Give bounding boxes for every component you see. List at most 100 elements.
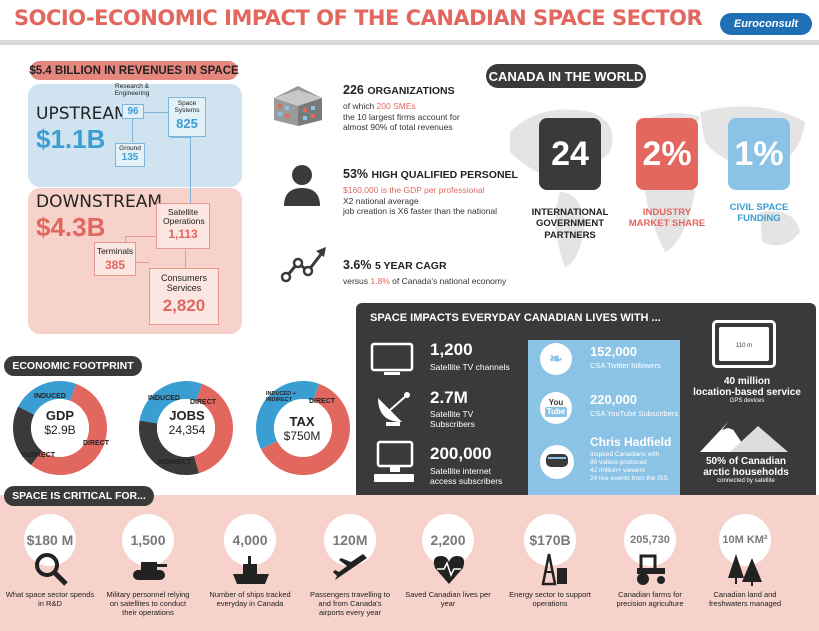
orgs-line1: of which 200 SMEs xyxy=(343,101,460,112)
gps-subtext: GPS devices xyxy=(729,398,765,404)
tv-text: Satellite TV channels xyxy=(430,362,510,372)
ground-box: Ground 135 xyxy=(115,143,145,167)
critical-item-7: 205,730 Canadian farms for precision agri… xyxy=(605,512,695,630)
gps-device-icon: 110 m xyxy=(712,320,776,368)
critical-item-2: 1,500 Military personnel relying on satel… xyxy=(103,512,193,630)
orgs-l1a: of which xyxy=(343,101,377,111)
satellite-ops-value: 1,113 xyxy=(168,226,198,241)
tv-icon xyxy=(370,342,414,375)
cagr-l1c: of Canada's national economy xyxy=(389,276,507,286)
tax-title: TAX xyxy=(289,414,315,429)
world-stat-label-3: CIVIL SPACE FUNDING xyxy=(729,202,789,225)
cagr-number: 3.6% xyxy=(343,258,372,272)
computer-icon xyxy=(374,440,414,482)
ground-value: 135 xyxy=(121,151,139,163)
critical-item-3: 4,000 Number of ships tracked everyday in… xyxy=(205,512,295,630)
hadfield-line2: 80 videos produced xyxy=(590,459,647,467)
cagr-title: 5 YEAR CAGR xyxy=(374,260,447,272)
gdp-label-a: INDUCED xyxy=(34,393,66,400)
hadfield-line1: Inspired Canadians with xyxy=(590,451,660,458)
donut-segment xyxy=(139,381,203,424)
satellite-ops-label: Satellite Operations xyxy=(163,207,205,227)
tank-icon xyxy=(131,552,167,586)
internet-text: Satellite internet access subscribers xyxy=(430,466,502,486)
terminals-box: Terminals 385 xyxy=(94,242,136,276)
personnel-line3: job creation is X6 faster than the natio… xyxy=(343,206,498,217)
donut-segment xyxy=(139,420,199,475)
hadfield-line3: 42 million+ viewers xyxy=(590,467,646,475)
tax-label-a: INDUCED + INDIRECT xyxy=(266,391,296,404)
magnifier-icon xyxy=(33,552,69,586)
critical-item-4: 120M Passengers travelling to and from Ca… xyxy=(305,512,395,630)
internet-line1: Satellite internet xyxy=(430,466,491,476)
arctic-subtext: connected by satellite xyxy=(717,478,775,484)
twitter-icon: ❧ xyxy=(540,343,572,375)
jobs-value: 24,354 xyxy=(168,423,206,437)
heart-icon xyxy=(431,552,467,586)
orgs-text: of which 200 SMEs the 10 largest firms a… xyxy=(343,101,460,133)
world-stat-value-3: 1% xyxy=(734,134,784,173)
internet-number: 200,000 xyxy=(430,444,492,463)
personnel-heading: 53% HIGH QUALIFIED PERSONEL xyxy=(343,167,518,181)
youtube-icon-tube: Tube xyxy=(544,407,568,417)
ship-icon xyxy=(233,552,269,586)
gps-number: 40 million xyxy=(723,376,771,387)
connector xyxy=(170,137,190,138)
donut-segment xyxy=(193,383,233,474)
youtube-number: 220,000 xyxy=(590,392,637,407)
upstream-label: UPSTREAM xyxy=(36,104,129,124)
personnel-number: 53% xyxy=(343,167,369,181)
critical-value: $170B xyxy=(529,532,571,548)
cagr-heading: 3.6% 5 YEAR CAGR xyxy=(343,258,447,272)
critical-value-circle: 2,200 xyxy=(422,514,474,566)
tax-center: TAX $750M xyxy=(266,414,338,443)
critical-value: 1,500 xyxy=(130,532,166,548)
donut-segment xyxy=(261,383,350,475)
hadfield-name: Chris Hadfield xyxy=(590,435,672,449)
donut-hole xyxy=(31,399,89,457)
critical-items: $180 M What space sector spends in R&D 1,5… xyxy=(0,512,819,630)
growth-chart-icon xyxy=(280,247,326,283)
connector xyxy=(132,112,133,142)
footprint-pill: ECONOMIC FOOTPRINT xyxy=(4,356,142,376)
critical-label: What space sector spends in R&D xyxy=(5,590,95,608)
critical-label: Saved Canadian lives per year xyxy=(405,590,491,608)
terminals-label: Terminals xyxy=(96,246,134,256)
arctic-block: 50% of Canadian arctic households connec… xyxy=(686,456,806,484)
youtube-icon: You Tube xyxy=(540,392,572,424)
consumers-box: Consumers Services 2,820 xyxy=(149,268,219,325)
critical-label: Military personnel relying on satellites… xyxy=(106,590,190,617)
mountains-icon xyxy=(700,422,788,452)
critical-label: Energy sector to support operations xyxy=(509,590,591,608)
connector xyxy=(135,262,149,263)
critical-label: Passengers travelling to and from Canada… xyxy=(309,590,391,617)
consumers-label: Consumers Services xyxy=(160,273,207,293)
revenues-pill: $5.4 BILLION IN REVENUES IN SPACE xyxy=(29,61,239,80)
donut-hole xyxy=(157,399,215,457)
critical-label: Canadian land and freshwaters managed xyxy=(708,590,782,608)
world-stat-value-1: 24 xyxy=(551,134,589,173)
connector xyxy=(125,236,155,237)
euroconsult-logo: Euroconsult xyxy=(720,13,812,35)
ground-label: Ground xyxy=(119,145,141,152)
gps-screen-text: 110 m xyxy=(719,327,769,361)
orgs-line2: the 10 largest firms account for xyxy=(343,111,460,122)
jobs-label-a: INDUCED xyxy=(148,395,180,402)
critical-item-1: $180 M What space sector spends in R&D xyxy=(5,512,95,630)
gps-text: location-based service xyxy=(693,387,801,398)
cagr-text: versus 1.8% of Canada's national economy xyxy=(343,276,506,287)
world-stat-label-2: INDUSTRY MARKET SHARE xyxy=(628,207,706,230)
gdp-value: $2.9B xyxy=(44,423,76,437)
downstream-label: DOWNSTREAM xyxy=(36,192,163,212)
critical-label: Number of ships tracked everyday in Cana… xyxy=(209,590,291,608)
impacts-title: SPACE IMPACTS EVERYDAY CANADIAN LIVES WI… xyxy=(370,312,661,324)
donut-segment xyxy=(31,383,107,475)
critical-label: Canadian farms for precision agriculture xyxy=(616,590,684,608)
orgs-l1b: 200 SMEs xyxy=(376,101,416,111)
critical-item-5: 2,200 Saved Canadian lives per year xyxy=(403,512,493,630)
gdp-label-c: INDIRECT xyxy=(22,452,56,459)
youtube-icon-you: You xyxy=(548,398,564,407)
world-stat-box-3: 1% xyxy=(728,118,790,190)
donut-segment xyxy=(12,406,43,466)
subscribers-number: 2.7M xyxy=(430,388,468,407)
